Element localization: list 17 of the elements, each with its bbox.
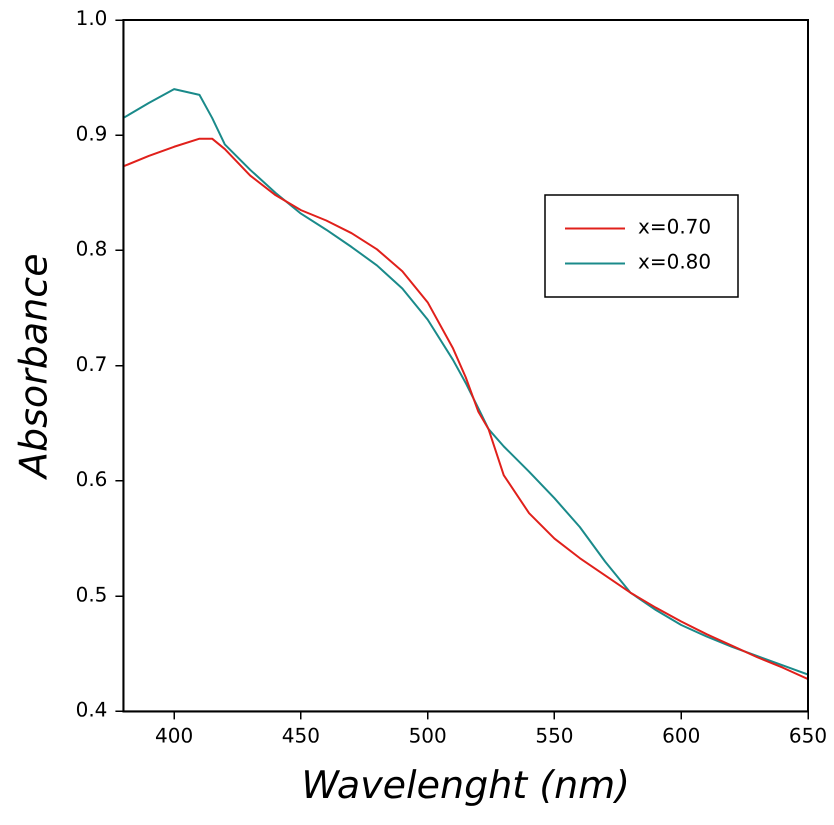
x-tick-label: 500 — [408, 724, 447, 748]
x-tick-label: 450 — [282, 724, 320, 748]
x-axis-title: Wavelenght (nm) — [301, 763, 630, 808]
y-axis-title: Absorbance — [12, 253, 56, 481]
y-tick-label: 1.0 — [76, 6, 108, 30]
x-tick-label: 600 — [662, 724, 700, 748]
legend-label: x=0.70 — [638, 214, 712, 239]
y-tick-label: 0.7 — [76, 352, 108, 376]
y-tick-label: 0.4 — [76, 698, 108, 722]
y-tick-label: 0.9 — [76, 121, 108, 146]
y-tick-label: 0.6 — [76, 467, 108, 492]
legend-label: x=0.80 — [638, 250, 712, 274]
y-tick-label: 0.8 — [76, 236, 108, 261]
x-tick-label: 400 — [155, 724, 194, 748]
x-tick-label: 550 — [535, 724, 574, 748]
y-tick-label: 0.5 — [76, 582, 108, 606]
x-tick-label: 650 — [788, 724, 828, 748]
